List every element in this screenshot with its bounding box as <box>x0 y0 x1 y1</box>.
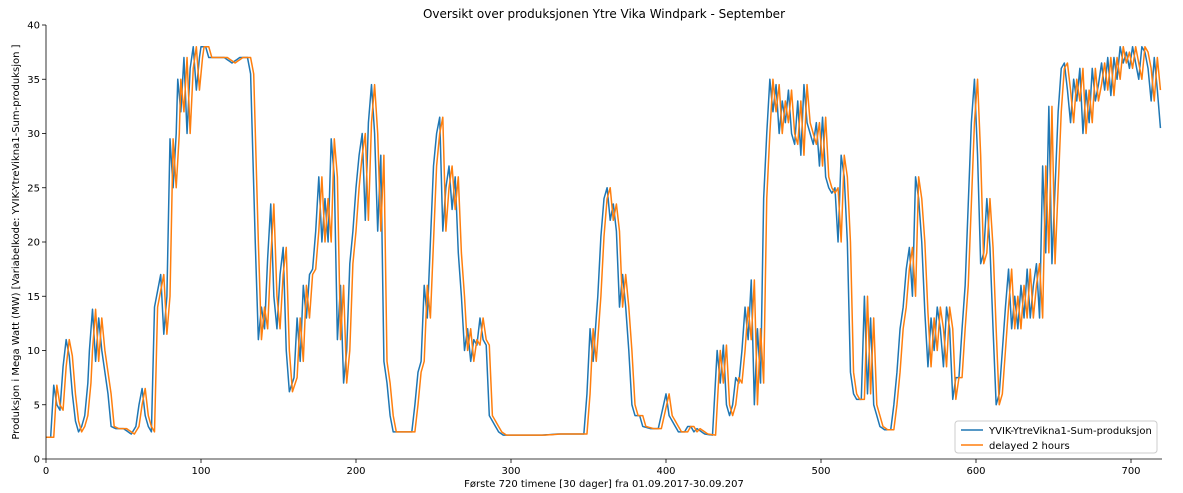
plot-lines <box>46 45 1162 439</box>
x-tick-label: 200 <box>346 466 365 477</box>
series-line-production <box>46 45 1162 439</box>
x-tick-label: 700 <box>1121 466 1140 477</box>
legend-label-series-2: delayed 2 hours <box>989 441 1070 452</box>
legend-label-series-1: YVIK-YtreVikna1-Sum-produksjon <box>988 426 1152 437</box>
legend: YVIK-YtreVikna1-Sum-produksjon delayed 2… <box>954 420 1158 454</box>
x-tick-label: 600 <box>966 466 985 477</box>
y-tick-label: 10 <box>27 346 40 357</box>
y-tick-label: 25 <box>27 183 40 194</box>
y-tick-label: 20 <box>27 238 40 249</box>
x-tick-label: 500 <box>811 466 830 477</box>
y-tick-label: 30 <box>27 129 40 140</box>
y-ticks: 0 5 10 15 20 25 30 35 40 <box>27 21 46 466</box>
x-tick-label: 300 <box>501 466 520 477</box>
x-tick-label: 400 <box>656 466 675 477</box>
y-axis-label: Produksjon i Mega Watt (MW) [Variabelkod… <box>11 44 22 439</box>
chart-title: Oversikt over produksjonen Ytre Vika Win… <box>423 7 785 21</box>
x-tick-label: 100 <box>191 466 210 477</box>
x-tick-label: 0 <box>43 466 49 477</box>
y-tick-label: 5 <box>34 400 40 411</box>
y-tick-label: 15 <box>27 292 40 303</box>
x-axis-label: Første 720 timene [30 dager] fra 01.09.2… <box>464 479 744 490</box>
x-ticks: 0 100 200 300 400 500 600 700 <box>43 459 1141 477</box>
series-line-delayed <box>46 45 1162 439</box>
y-tick-label: 40 <box>27 21 40 32</box>
legend-box <box>954 420 1158 454</box>
y-tick-label: 0 <box>34 455 40 466</box>
y-tick-label: 35 <box>27 75 40 86</box>
